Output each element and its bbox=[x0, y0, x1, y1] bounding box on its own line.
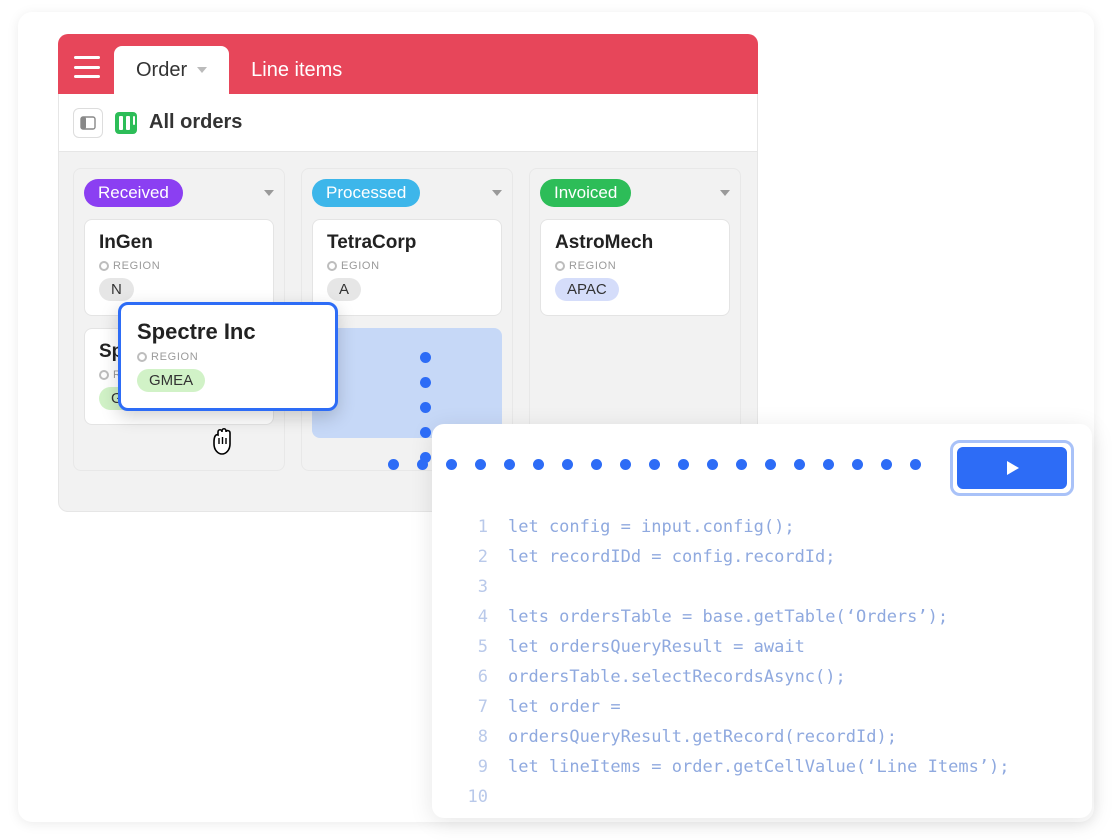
status-pill-processed: Processed bbox=[312, 179, 420, 207]
run-button-focus-ring bbox=[950, 440, 1074, 496]
card-title: AstroMech bbox=[555, 232, 715, 254]
tab-order[interactable]: Order bbox=[114, 46, 229, 94]
status-pill-invoiced: Invoiced bbox=[540, 179, 631, 207]
tab-order-label: Order bbox=[136, 59, 187, 82]
kanban-icon bbox=[115, 112, 137, 134]
chevron-down-icon[interactable] bbox=[264, 190, 274, 196]
region-label: REGION bbox=[555, 260, 715, 272]
sidebar-toggle-button[interactable] bbox=[73, 108, 103, 138]
region-chip: A bbox=[327, 278, 361, 301]
drop-placeholder bbox=[312, 328, 502, 438]
view-bar: All orders bbox=[58, 94, 758, 152]
automation-dots-horizontal bbox=[388, 459, 921, 470]
chevron-down-icon bbox=[197, 67, 207, 73]
code-panel: 1let config = input.config();2let record… bbox=[432, 424, 1092, 818]
tab-line-items-label: Line items bbox=[251, 59, 342, 82]
run-button[interactable] bbox=[957, 447, 1067, 489]
app-window: Order Line items All orders Received bbox=[18, 12, 1094, 822]
region-label: REGION bbox=[137, 351, 319, 363]
region-label: REGION bbox=[99, 260, 259, 272]
dragging-card[interactable]: Spectre Inc REGION GMEA bbox=[118, 302, 338, 411]
card[interactable]: AstroMech REGION APAC bbox=[540, 219, 730, 316]
status-pill-received: Received bbox=[84, 179, 183, 207]
topbar: Order Line items bbox=[58, 34, 758, 94]
region-chip: N bbox=[99, 278, 134, 301]
tab-line-items[interactable]: Line items bbox=[229, 46, 364, 94]
chevron-down-icon[interactable] bbox=[720, 190, 730, 196]
grab-cursor-icon bbox=[206, 424, 240, 463]
menu-icon[interactable] bbox=[74, 56, 100, 78]
view-title: All orders bbox=[149, 111, 242, 134]
code-editor[interactable]: 1let config = input.config();2let record… bbox=[454, 512, 1070, 812]
chevron-down-icon[interactable] bbox=[492, 190, 502, 196]
card-title: Spectre Inc bbox=[137, 319, 319, 345]
region-chip: GMEA bbox=[137, 369, 205, 392]
card[interactable]: TetraCorp EGION A bbox=[312, 219, 502, 316]
region-chip: APAC bbox=[555, 278, 619, 301]
region-label: EGION bbox=[327, 260, 487, 272]
card-title: TetraCorp bbox=[327, 232, 487, 254]
card-title: InGen bbox=[99, 232, 259, 254]
automation-dots-vertical bbox=[420, 352, 431, 463]
